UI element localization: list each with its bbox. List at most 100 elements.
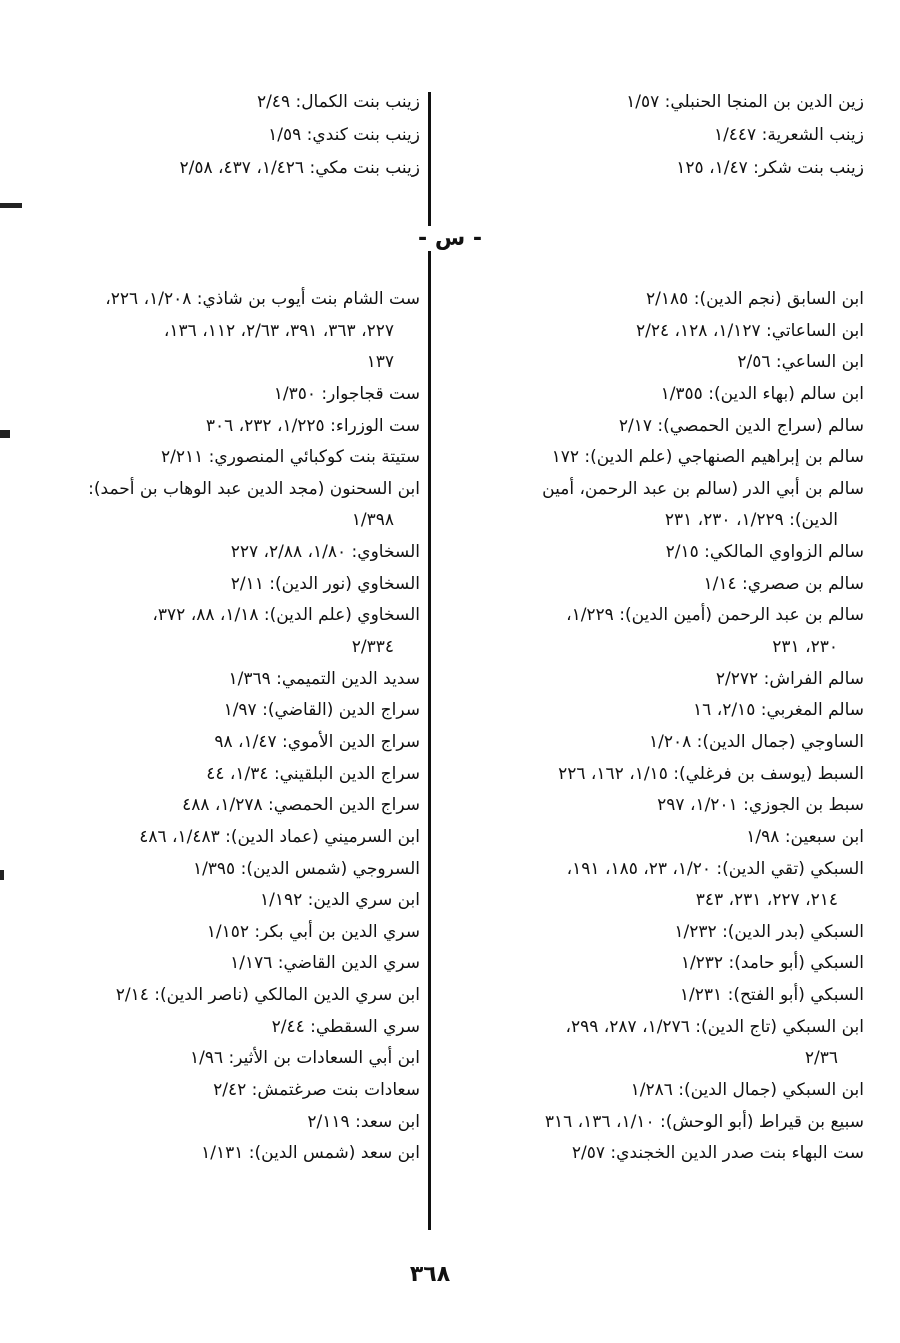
index-entry: السبكي (بدر الدين): ١/٢٣٢	[434, 917, 864, 949]
index-entry: السبكي (أبو حامد): ١/٢٣٢	[434, 948, 864, 980]
index-entry: سالم بن عبد الرحمن (أمين الدين): ١/٢٢٩، ٢…	[434, 600, 864, 663]
entry-text: ست البهاء بنت صدر الدين الخجندي: ٢/٥٧	[571, 1143, 864, 1164]
entry-text: السخاوي (علم الدين): ١/١٨، ٨٨، ٣٧٢،	[152, 605, 420, 626]
index-entry: ابن السحنون (مجد الدين عبد الوهاب بن أحم…	[10, 474, 420, 537]
index-entry: زينب بنت مكي: ١/٤٢٦، ٤٣٧، ٢/٥٨	[180, 152, 421, 185]
index-entry: سري الدين القاضي: ١/١٧٦	[10, 948, 420, 980]
index-entry: ست البهاء بنت صدر الدين الخجندي: ٢/٥٧	[434, 1138, 864, 1170]
main-right-column: ابن السابق (نجم الدين): ٢/١٨٥ ابن الساعات…	[434, 284, 864, 1170]
entry-text: ابن السرميني (عماد الدين): ١/٤٨٣، ٤٨٦	[139, 826, 420, 847]
entry-text: سبط بن الجوزي: ١/٢٠١، ٢٩٧	[657, 795, 864, 816]
main-left-column: ست الشام بنت أيوب بن شاذي: ١/٢٠٨، ٢٢٦، ٢٢…	[10, 284, 420, 1170]
entry-text: ست الشام بنت أيوب بن شاذي: ١/٢٠٨، ٢٢٦،	[105, 289, 420, 309]
scan-mark	[0, 203, 22, 208]
index-entry: السبط (يوسف بن فرغلي): ١/١٥، ١٦٢، ٢٢٦	[434, 759, 864, 791]
entry-text: السبكي (بدر الدين): ١/٢٣٢	[674, 921, 864, 942]
index-entry: سري السقطي: ٢/٤٤	[10, 1012, 420, 1044]
entry-text: زينب بنت مكي: ١/٤٢٦، ٤٣٧، ٢/٥٨	[179, 158, 421, 178]
entry-text: ابن السحنون (مجد الدين عبد الوهاب بن أحم…	[88, 478, 420, 499]
entry-text: سراج الدين البلقيني: ١/٣٤، ٤٤	[206, 763, 420, 784]
index-entry: سعادات بنت صرغتمش: ٢/٤٢	[10, 1075, 420, 1107]
column-divider	[428, 92, 431, 1230]
entry-continuation: ١/٣٩٨	[351, 510, 394, 531]
entry-text: الساوجي (جمال الدين): ١/٢٠٨	[649, 731, 864, 752]
index-entry: سبط بن الجوزي: ١/٢٠١، ٢٩٧	[434, 790, 864, 822]
entry-continuation: ٢/٣٦	[804, 1048, 838, 1069]
entry-text: سري الدين بن أبي بكر: ١/١٥٢	[206, 921, 420, 942]
index-entry: السخاوي (نور الدين): ٢/١١	[10, 569, 420, 601]
entry-text: زين الدين بن المنجا الحنبلي: ١/٥٧	[626, 92, 864, 112]
index-entry: سالم بن أبي الدر (سالم بن عبد الرحمن، أم…	[434, 474, 864, 537]
entry-text: ست قجاجوار: ١/٣٥٠	[273, 383, 420, 404]
index-entry: ابن السابق (نجم الدين): ٢/١٨٥	[434, 284, 864, 316]
index-entry: السبكي (أبو الفتح): ١/٢٣١	[434, 980, 864, 1012]
index-entry: زين الدين بن المنجا الحنبلي: ١/٥٧	[626, 86, 864, 119]
entry-text: سراج الدين الأموي: ١/٤٧، ٩٨	[214, 731, 420, 752]
index-entry: السروجي (شمس الدين): ١/٣٩٥	[10, 854, 420, 886]
index-entry: ابن سبعين: ١/٩٨	[434, 822, 864, 854]
page-number: ٣٦٨	[409, 1262, 451, 1287]
entry-text: سالم بن عبد الرحمن (أمين الدين): ١/٢٢٩،	[566, 605, 864, 626]
index-entry: ابن السرميني (عماد الدين): ١/٤٨٣، ٤٨٦	[10, 822, 420, 854]
entry-text: سعادات بنت صرغتمش: ٢/٤٢	[213, 1080, 420, 1101]
index-entry: سراج الدين الأموي: ١/٤٧، ٩٨	[10, 727, 420, 759]
index-entry: سالم الفراش: ٢/٢٧٢	[434, 664, 864, 696]
entry-continuation: ٢/٣٣٤	[351, 637, 394, 658]
index-entry: زينب الشعرية: ١/٤٤٧	[626, 119, 864, 152]
index-entry: ابن سري الدين المالكي (ناصر الدين): ٢/١٤	[10, 980, 420, 1012]
entry-text: ابن الساعي: ٢/٥٦	[737, 352, 864, 373]
entry-text: السبكي (أبو الفتح): ١/٢٣١	[679, 985, 864, 1006]
entry-text: السبط (يوسف بن فرغلي): ١/١٥، ١٦٢، ٢٢٦	[558, 763, 864, 784]
entry-text: زينب الشعرية: ١/٤٤٧	[713, 125, 864, 145]
index-entry: زينب بنت الكمال: ٢/٤٩	[180, 86, 420, 119]
entry-text: ست الوزراء: ١/٢٢٥، ٢٣٢، ٣٠٦	[205, 415, 420, 436]
entry-text: ابن الساعاتي: ١/١٢٧، ١٢٨، ٢/٢٤	[636, 320, 864, 341]
index-entry: ابن سعد: ٢/١١٩	[10, 1107, 420, 1139]
index-entry: ابن أبي السعادات بن الأثير: ١/٩٦	[10, 1043, 420, 1075]
index-entry: ست الشام بنت أيوب بن شاذي: ١/٢٠٨، ٢٢٦، ٢٢…	[10, 284, 420, 379]
entry-text: سديد الدين التميمي: ١/٣٦٩	[228, 668, 420, 689]
entry-text: سري الدين القاضي: ١/١٧٦	[230, 953, 420, 974]
entry-text: السبكي (أبو حامد): ١/٢٣٢	[680, 953, 864, 974]
index-entry: سالم المغربي: ٢/١٥، ١٦	[434, 695, 864, 727]
section-letter: - س -	[410, 226, 490, 251]
index-entry: زينب بنت كندي: ١/٥٩	[180, 119, 420, 152]
entry-text: السبكي (تقي الدين): ١/٢٠، ٢٣، ١٨٥، ١٩١،	[566, 858, 864, 879]
top-right-column: زين الدين بن المنجا الحنبلي: ١/٥٧ زينب ال…	[626, 86, 864, 185]
index-entry: سالم (سراج الدين الحمصي): ٢/١٧	[434, 411, 864, 443]
scan-mark	[0, 430, 10, 438]
index-entry: ستيتة بنت كوكبائي المنصوري: ٢/٢١١	[10, 442, 420, 474]
index-entry: سري الدين بن أبي بكر: ١/١٥٢	[10, 917, 420, 949]
index-entry: ابن السبكي (جمال الدين): ١/٢٨٦	[434, 1075, 864, 1107]
index-entry: سالم بن صصري: ١/١٤	[434, 569, 864, 601]
index-entry: سراج الدين الحمصي: ١/٢٧٨، ٤٨٨	[10, 790, 420, 822]
entry-text: سالم الزواوي المالكي: ٢/١٥	[665, 542, 864, 563]
index-entry: ست الوزراء: ١/٢٢٥، ٢٣٢، ٣٠٦	[10, 411, 420, 443]
entry-text: ابن سعد: ٢/١١٩	[307, 1111, 420, 1132]
index-entry: ابن سالم (بهاء الدين): ١/٣٥٥	[434, 379, 864, 411]
entry-text: السخاوي (نور الدين): ٢/١١	[230, 573, 420, 594]
entry-text: سالم بن صصري: ١/١٤	[703, 573, 864, 594]
entry-text: سالم بن إبراهيم الصنهاجي (علم الدين): ١٧…	[551, 447, 864, 468]
scan-mark	[0, 870, 4, 880]
entry-text: ابن السبكي (جمال الدين): ١/٢٨٦	[630, 1080, 864, 1101]
entry-text: سراج الدين (القاضي): ١/٩٧	[223, 700, 420, 721]
entry-text: سالم (سراج الدين الحمصي): ٢/١٧	[618, 415, 864, 436]
entry-continuation: الدين): ١/٢٢٩، ٢٣٠، ٢٣١	[664, 510, 838, 531]
index-entry: سالم بن إبراهيم الصنهاجي (علم الدين): ١٧…	[434, 442, 864, 474]
entry-text: سري السقطي: ٢/٤٤	[271, 1016, 420, 1037]
index-entry: الساوجي (جمال الدين): ١/٢٠٨	[434, 727, 864, 759]
entry-text: سبيع بن قيراط (أبو الوحش): ١/١٠، ١٣٦، ٣١…	[544, 1111, 864, 1132]
entry-text: سالم بن أبي الدر (سالم بن عبد الرحمن، أم…	[542, 478, 864, 499]
index-entry: سبيع بن قيراط (أبو الوحش): ١/١٠، ١٣٦، ٣١…	[434, 1107, 864, 1139]
entry-text: سالم المغربي: ٢/١٥، ١٦	[693, 700, 864, 721]
index-entry: ابن السبكي (تاج الدين): ١/٢٧٦، ٢٨٧، ٢٩٩،…	[434, 1012, 864, 1075]
index-entry: ست قجاجوار: ١/٣٥٠	[10, 379, 420, 411]
entry-text: ابن السبكي (تاج الدين): ١/٢٧٦، ٢٨٧، ٢٩٩،	[565, 1016, 864, 1037]
entry-text: سالم الفراش: ٢/٢٧٢	[715, 668, 864, 689]
entry-text: ابن أبي السعادات بن الأثير: ١/٩٦	[190, 1048, 420, 1069]
index-entry: زينب بنت شكر: ١/٤٧، ١٢٥	[626, 152, 864, 185]
entry-text: ابن السابق (نجم الدين): ٢/١٨٥	[646, 289, 864, 309]
index-entry: سراج الدين البلقيني: ١/٣٤، ٤٤	[10, 759, 420, 791]
top-left-column: زينب بنت الكمال: ٢/٤٩ زينب بنت كندي: ١/٥٩…	[180, 86, 421, 185]
